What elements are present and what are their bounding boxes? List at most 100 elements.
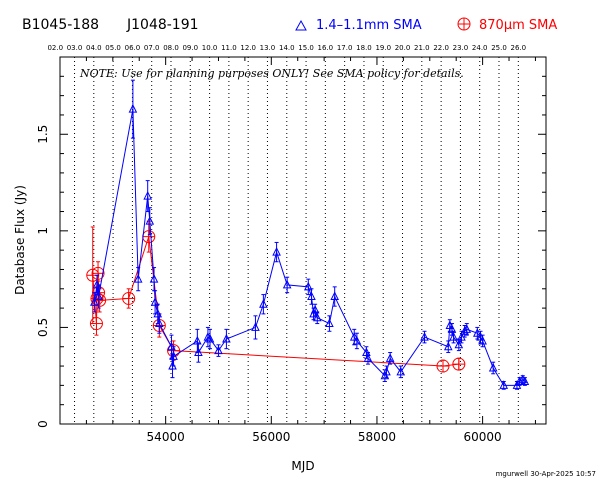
top-axis-label: 03.0 — [67, 44, 83, 52]
data-point — [363, 353, 373, 362]
top-axis-label: 18.0 — [356, 44, 372, 52]
top-axis-label: 23.0 — [453, 44, 469, 52]
data-point — [133, 274, 143, 283]
data-point — [385, 353, 395, 362]
data-point — [310, 304, 320, 314]
data-point — [488, 362, 498, 372]
top-axis-label: 06.0 — [125, 44, 141, 52]
series-870um — [86, 220, 466, 373]
top-axis-label: 17.0 — [337, 44, 353, 52]
data-point — [454, 339, 464, 349]
legend-triangle-icon — [295, 19, 307, 31]
plot-frame — [59, 56, 547, 425]
x-tick-label: 60000 — [464, 430, 502, 444]
data-point — [169, 351, 178, 360]
data-point — [349, 331, 359, 341]
y-tick-label: 1.5 — [36, 125, 50, 144]
data-point — [282, 279, 292, 289]
top-axis-label: 02.0 — [47, 44, 63, 52]
top-axis-labels: 02.0 03.0 04.0 05.0 06.0 07.0 08.0 09.0 10.0 11.0… — [47, 44, 526, 52]
x-tick-label: 56000 — [252, 430, 290, 444]
top-axis-label: 12.0 — [240, 44, 256, 52]
data-point — [251, 322, 260, 331]
source-name: B1045-188 — [22, 17, 99, 33]
planning-note: NOTE: Use for planning purposes ONLY! Se… — [79, 67, 464, 80]
data-point — [499, 380, 509, 389]
x-axis-label: MJD — [291, 459, 314, 473]
data-point — [447, 324, 457, 333]
data-point — [91, 266, 105, 280]
data-point — [312, 312, 322, 322]
top-axis-label: 16.0 — [318, 44, 334, 52]
legend-circle-plus-icon — [457, 17, 471, 31]
data-point — [303, 281, 313, 291]
data-point — [90, 297, 99, 306]
y-axis-label: Database Flux (Jy) — [13, 185, 27, 295]
top-axis-label: 21.0 — [414, 44, 430, 52]
y-tick-label: 0.5 — [36, 318, 50, 337]
top-axis-label: 26.0 — [511, 44, 527, 52]
top-axis-label: 22.0 — [433, 44, 449, 52]
data-point — [307, 291, 316, 301]
legend-series-2: 870μm SMA — [479, 18, 557, 33]
data-point — [473, 328, 482, 337]
legend-series-1: 1.4–1.1mm SMA — [316, 18, 422, 33]
data-point — [193, 335, 202, 345]
data-point — [478, 335, 487, 345]
data-point — [420, 331, 429, 341]
data-point — [515, 376, 524, 386]
top-axis-label: 13.0 — [260, 44, 276, 52]
top-axis-label: 15.0 — [298, 44, 314, 52]
top-axis-label: 08.0 — [163, 44, 179, 52]
data-point — [325, 318, 334, 328]
data-point — [122, 291, 136, 305]
data-point — [128, 104, 138, 113]
series-1mm — [90, 79, 530, 390]
data-point — [449, 331, 458, 341]
x-tick-label: 58000 — [358, 430, 396, 444]
top-axis-label: 04.0 — [86, 44, 102, 52]
top-axis-label: 05.0 — [105, 44, 121, 52]
data-point — [214, 345, 223, 355]
top-axis-label: 24.0 — [472, 44, 488, 52]
data-point — [443, 341, 453, 351]
data-point — [150, 297, 160, 306]
data-point — [330, 291, 340, 301]
data-point — [520, 376, 530, 386]
top-axis-label: 11.0 — [221, 44, 237, 52]
alt-name: J1048-191 — [126, 17, 199, 33]
data-point — [142, 230, 156, 244]
y-tick-label: 0 — [36, 420, 50, 428]
data-point — [396, 366, 406, 376]
top-axis-label: 09.0 — [182, 44, 198, 52]
data-point — [155, 318, 164, 328]
data-point — [194, 347, 203, 357]
data-point — [272, 246, 281, 256]
data-point — [352, 335, 362, 345]
top-axis-label: 19.0 — [375, 44, 391, 52]
top-axis-label: 20.0 — [395, 44, 411, 52]
axis-ticks: 54000 56000 58000 60000 0 0.5 1 1.5 — [36, 56, 546, 444]
data-point — [222, 333, 231, 343]
y-tick-label: 1 — [36, 227, 50, 235]
legend: 1.4–1.1mm SMA 870μm SMA — [295, 17, 557, 33]
top-axis-label: 07.0 — [144, 44, 160, 52]
data-point — [149, 274, 159, 283]
top-axis-label: 10.0 — [202, 44, 218, 52]
x-tick-label: 54000 — [147, 430, 185, 444]
data-point — [436, 359, 450, 373]
data-point — [89, 317, 103, 331]
data-point — [143, 190, 153, 200]
data-point — [382, 366, 391, 376]
data-point — [259, 299, 268, 308]
year-grid — [74, 57, 519, 424]
data-point — [145, 216, 155, 225]
data-point — [452, 357, 466, 371]
data-point — [205, 333, 215, 343]
footer-credit: mgurwell 30-Apr-2025 10:57 — [496, 470, 596, 478]
data-point — [94, 291, 103, 301]
top-axis-label: 25.0 — [491, 44, 507, 52]
data-point — [462, 324, 472, 333]
top-axis-label: 14.0 — [279, 44, 295, 52]
